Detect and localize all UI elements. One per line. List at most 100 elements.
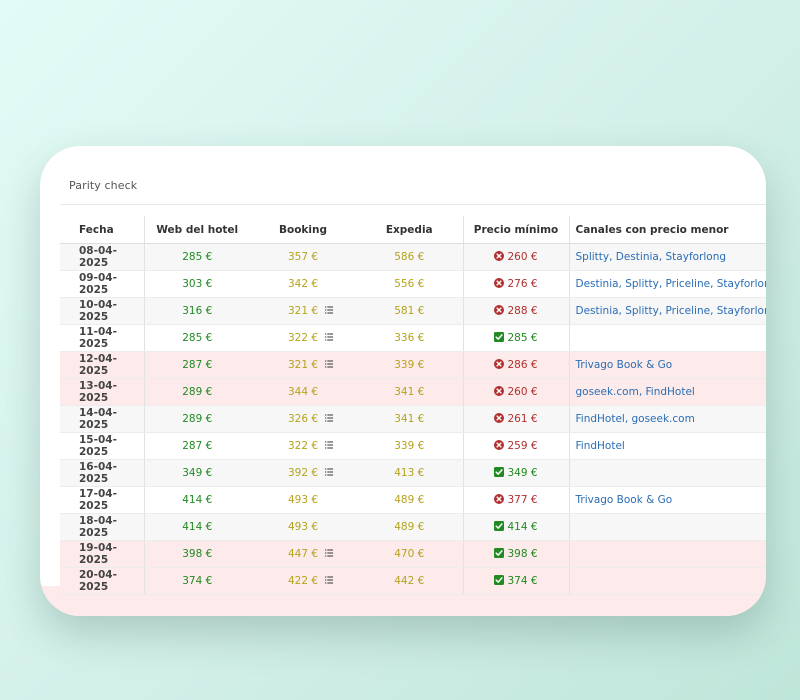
expedia-price-cell: 556 €: [356, 270, 463, 298]
x-circle-icon: [494, 494, 505, 504]
booking-price-value: 322 €: [287, 332, 319, 344]
list-icon[interactable]: [325, 306, 334, 314]
table-row: 10-04-2025 316 € 321 € 581 € 288 € Destinia, …: [60, 297, 767, 325]
min-price-cell: 260 €: [462, 378, 569, 406]
booking-price: 344 €: [288, 386, 318, 398]
table-row: 17-04-2025 414 € 493 € 489 € 377 € Trivago Bo…: [60, 486, 766, 514]
channel-links[interactable]: Trivago Book & Go: [575, 494, 673, 506]
channels-cell: Destinia, Splitty, Priceline, Stayforlon…: [568, 297, 767, 325]
min-price-cell: 398 €: [462, 540, 569, 568]
table-row: 16-04-2025 349 €392 €413 €349 €: [60, 459, 766, 487]
check-square-icon: [494, 548, 505, 558]
channel-links[interactable]: Trivago Book & Go: [575, 359, 673, 371]
channel-links[interactable]: Destinia, Splitty, Priceline, Stayforlon…: [575, 278, 767, 290]
booking-price-cell: 493 €: [250, 486, 356, 514]
channels-cell: [568, 459, 766, 487]
expedia-price-cell: 341 €: [356, 378, 463, 406]
table-row: 11-04-2025 285 €322 €336 €285 €: [60, 324, 766, 352]
booking-price-value: 321 €: [287, 305, 319, 317]
channel-links[interactable]: FindHotel: [575, 440, 625, 452]
check-square-icon: [494, 467, 505, 477]
channel-links[interactable]: FindHotel, goseek.com: [575, 413, 695, 425]
parity-card: Parity check Fecha Web del hotel Booking…: [40, 146, 766, 616]
table-row: 08-04-2025 285 € 357 € 586 € 260 € Splitty, D…: [60, 243, 766, 271]
channel-links[interactable]: Splitty, Destinia, Stayforlong: [575, 251, 727, 263]
list-icon[interactable]: [325, 549, 334, 557]
channels-cell: FindHotel: [568, 432, 766, 460]
booking-price-value: 422 €: [287, 575, 319, 587]
expedia-price-cell: 442 €: [356, 567, 463, 595]
date-cell: 14-04-2025: [60, 405, 144, 433]
min-price-cell: 286 €: [462, 351, 569, 379]
list-icon[interactable]: [325, 441, 334, 449]
list-icon[interactable]: [325, 360, 334, 368]
channel-links[interactable]: Destinia, Splitty, Priceline, Stayforlon…: [575, 305, 767, 317]
web-price-cell: 285 €: [143, 324, 250, 352]
booking-price: 392 €: [288, 467, 334, 479]
web-price-cell: 289 €: [143, 405, 250, 433]
check-square-icon: [494, 332, 505, 342]
min-price-cell: 276 €: [462, 270, 569, 298]
booking-price-cell: 321 €: [250, 351, 356, 379]
min-price-value: 288 €: [507, 305, 538, 317]
min-price-cell: 374 €: [462, 567, 569, 595]
web-price-cell: 414 €: [143, 513, 250, 541]
list-icon[interactable]: [325, 468, 334, 476]
header-fecha: Fecha: [60, 216, 144, 244]
expedia-price-cell: 489 €: [356, 486, 463, 514]
channels-cell: Destinia, Splitty, Priceline, Stayforlon…: [568, 270, 767, 298]
web-price-cell: 316 €: [143, 297, 250, 325]
booking-price: 321 €: [288, 359, 334, 371]
list-icon[interactable]: [325, 414, 334, 422]
x-circle-icon: [494, 413, 505, 423]
booking-price: 447 €: [287, 548, 334, 560]
table-row: 18-04-2025 414 €493 €489 €414 €: [60, 513, 766, 541]
booking-price-value: 322 €: [287, 440, 319, 452]
min-price-value: 414 €: [507, 521, 538, 533]
channels-cell: [568, 567, 766, 595]
date-cell: 09-04-2025: [60, 270, 144, 298]
booking-price-value: 326 €: [287, 413, 319, 425]
booking-price: 493 €: [288, 494, 318, 506]
list-icon[interactable]: [325, 576, 334, 584]
min-price-value: 260 €: [507, 386, 538, 398]
table-row: 20-04-2025 374 €422 €442 €374 €: [60, 567, 766, 595]
channels-cell: [568, 540, 766, 568]
header-booking: Booking: [250, 216, 356, 244]
channel-links[interactable]: goseek.com, FindHotel: [575, 386, 695, 398]
table-row: 13-04-2025 289 € 344 € 341 € 260 € goseek.com…: [60, 378, 766, 406]
booking-price-cell: 447 €: [250, 540, 356, 568]
list-icon[interactable]: [325, 333, 334, 341]
expedia-price-cell: 586 €: [356, 243, 463, 271]
x-circle-icon: [494, 359, 505, 369]
table-body: 08-04-2025 285 €357 €586 €260 € Splitty, D…: [60, 243, 767, 595]
header-web-del-hotel: Web del hotel: [143, 216, 250, 244]
min-price-cell: 259 €: [462, 432, 569, 460]
min-price-value: 349 €: [507, 467, 538, 479]
web-price-cell: 374 €: [143, 567, 250, 595]
booking-price: 321 €: [287, 305, 334, 317]
web-price-cell: 287 €: [143, 351, 250, 379]
booking-price-value: 357 €: [287, 251, 319, 263]
header-precio-minimo: Precio mínimo: [462, 216, 569, 244]
booking-price: 326 €: [287, 413, 334, 425]
x-circle-icon: [494, 305, 505, 315]
min-price-cell: 377 €: [462, 486, 569, 514]
expedia-price-cell: 339 €: [356, 432, 463, 460]
expedia-price-cell: 489 €: [356, 513, 463, 541]
date-cell: 10-04-2025: [60, 297, 144, 325]
booking-price-cell: 493 €: [250, 513, 356, 541]
table-row: 12-04-2025 287 € 321 € 339 € 286 € Trivago Bo…: [60, 351, 766, 379]
date-cell: 13-04-2025: [60, 378, 144, 406]
min-price-cell: 261 €: [462, 405, 569, 433]
date-cell: 19-04-2025: [60, 540, 144, 568]
booking-price: 357 €: [288, 251, 318, 263]
min-price-value: 260 €: [507, 251, 538, 263]
booking-price-value: 493 €: [287, 494, 319, 506]
booking-price-value: 447 €: [287, 548, 319, 560]
x-circle-icon: [494, 386, 505, 396]
check-square-icon: [494, 575, 505, 585]
booking-price: 422 €: [287, 575, 334, 587]
min-price-value: 285 €: [507, 332, 538, 344]
table-row: 09-04-2025 303 € 342 € 556 € 276 € Destinia, …: [60, 270, 767, 298]
